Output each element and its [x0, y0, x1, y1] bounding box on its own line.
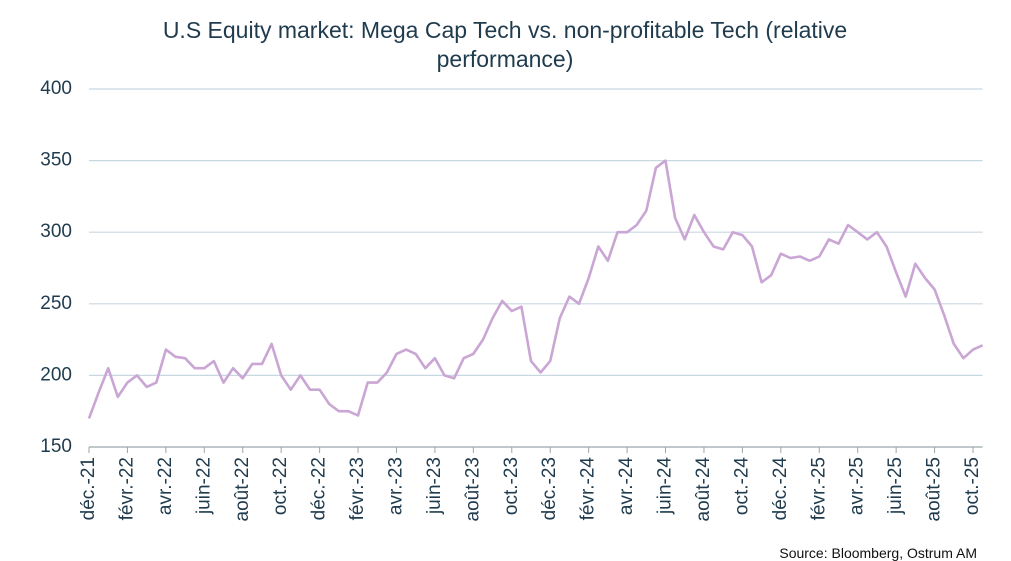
source-note: Source: Bloomberg, Ostrum AM	[779, 545, 977, 561]
x-tick-label: déc.-21	[78, 457, 99, 520]
x-tick-label: juin-23	[424, 457, 445, 515]
chart-title: U.S Equity market: Mega Cap Tech vs. non…	[162, 17, 848, 72]
x-tick-label: avr.-25	[847, 457, 868, 515]
x-tick-label: avr.-22	[155, 457, 176, 515]
x-tick-label: oct.-22	[270, 457, 291, 515]
x-tick-label: juin-24	[655, 457, 676, 515]
y-tick-label: 400	[40, 78, 72, 99]
line-series	[87, 159, 984, 419]
x-tick-label: août-24	[693, 457, 714, 522]
x-tick-label: févr.-24	[578, 457, 599, 521]
x-tick-label: févr.-25	[808, 457, 829, 520]
y-tick-label: 300	[40, 221, 72, 242]
x-tick-label: avr.-24	[616, 457, 637, 516]
x-tick-label: oct.-23	[501, 457, 522, 515]
x-tick-label: juin-25	[885, 457, 906, 515]
x-tick-label: oct.-24	[731, 457, 752, 516]
x-tick-label: oct.-25	[962, 457, 983, 515]
x-tick-label: juin-22	[193, 457, 214, 515]
x-tick-label: avr.-23	[385, 457, 406, 515]
x-tick-label: févr.-22	[116, 457, 137, 520]
y-tick-label: 350	[40, 150, 72, 171]
x-tick-label: févr.-23	[347, 457, 368, 520]
x-tick-label: août-23	[462, 457, 483, 521]
y-tick-label: 250	[40, 293, 72, 314]
x-tick-label: déc.-22	[309, 457, 330, 520]
y-tick-label: 150	[40, 436, 72, 457]
y-tick-label: 200	[40, 364, 72, 385]
x-tick-label: déc.-24	[770, 457, 791, 521]
x-tick-label: déc.-23	[539, 457, 560, 520]
x-tick-label: août-25	[924, 457, 945, 521]
x-tick-label: août-22	[232, 457, 253, 521]
